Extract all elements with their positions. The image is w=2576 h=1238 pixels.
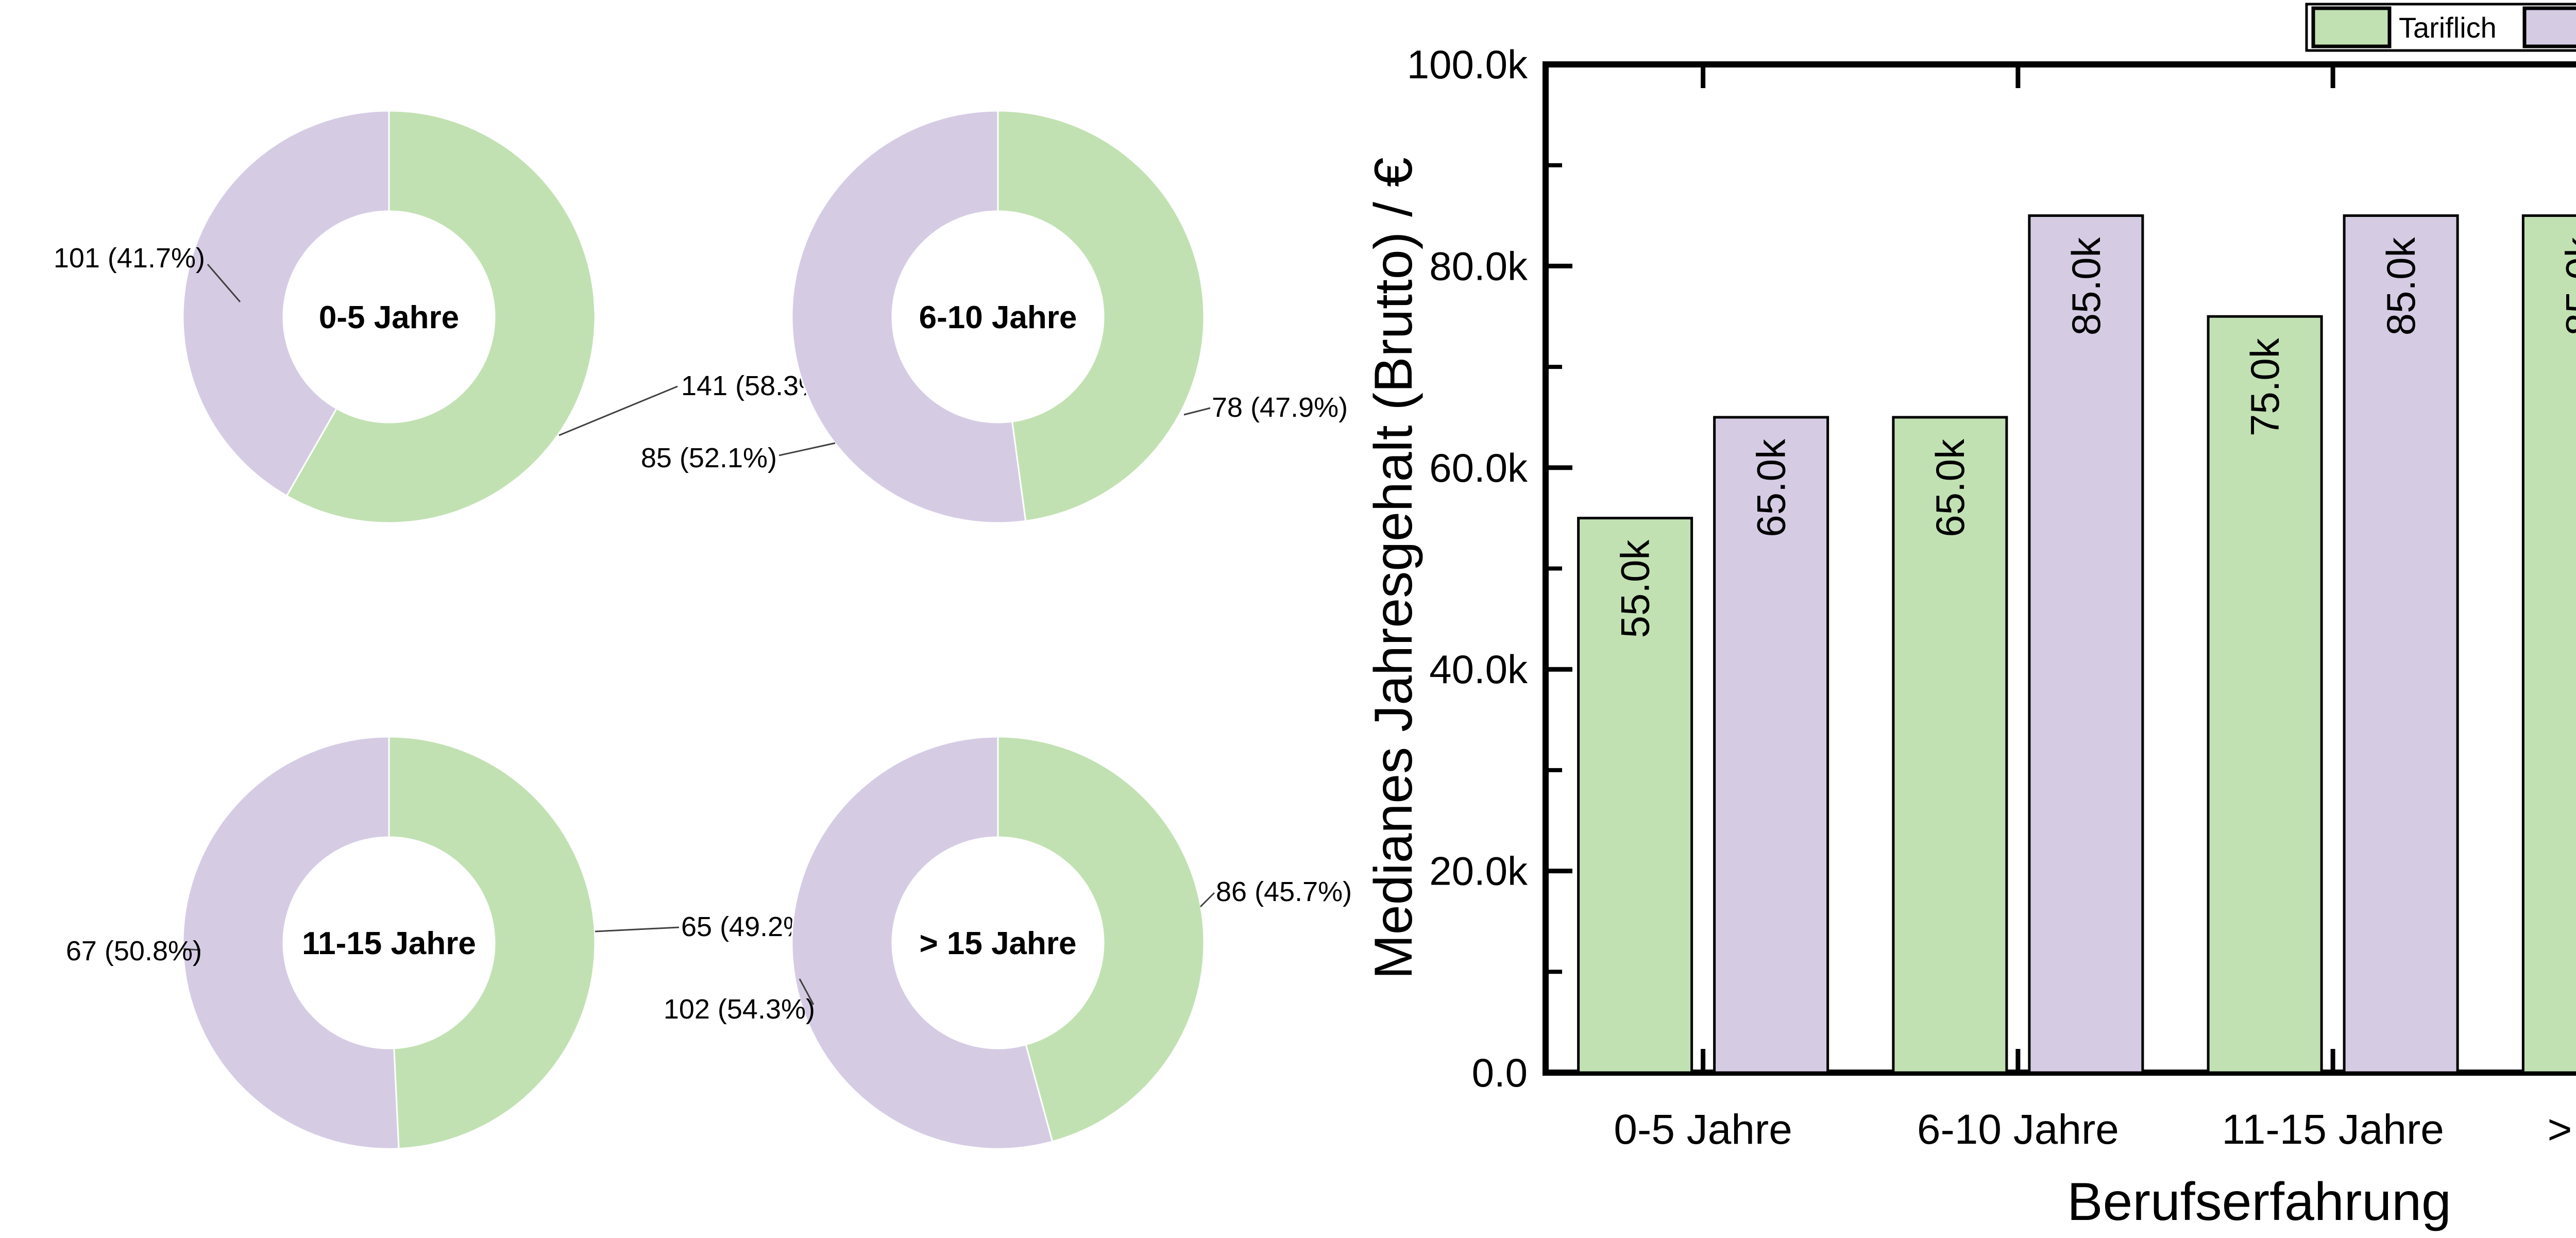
donut-label-leader-line <box>1199 892 1215 908</box>
bar-value-label: 85.0k <box>2557 237 2576 336</box>
bar-value-label: 65.0k <box>1927 438 1973 537</box>
x-axis-tick-label: 0-5 Jahre <box>1614 1106 1792 1153</box>
bar-value-label: 85.0k <box>2063 237 2109 336</box>
x-axis-tick-label: > 15 Jahre <box>2547 1106 2576 1153</box>
donut-label-leader-line <box>799 978 815 1005</box>
donut-center-title: 6-10 Jahre <box>919 300 1077 335</box>
x-axis-tick-label: 11-15 Jahre <box>2222 1106 2444 1153</box>
donut-label-leader-line <box>558 385 678 436</box>
donut-slice-label: 86 (45.7%) <box>1216 876 1352 907</box>
donut-label-leader-line <box>1183 407 1211 416</box>
y-axis-tick-label: 40.0k <box>1429 647 1528 692</box>
bar-tariflich <box>1892 416 2008 1074</box>
y-axis-title: Medianes Jahresgehalt (Brutto) / € <box>1364 157 1423 979</box>
y-axis-tick-label: 0.0 <box>1472 1050 1528 1095</box>
bar-value-label: 55.0k <box>1613 539 1658 638</box>
donut-slice-aussertariflich <box>182 110 390 497</box>
legend-label: Tariflich <box>2399 11 2497 44</box>
bar-tariflich <box>2521 214 2576 1074</box>
donut-label-leader-line <box>207 264 241 302</box>
legend-swatch-aussertariflich <box>2522 6 2576 48</box>
bar-aussertariflich <box>2343 214 2459 1074</box>
donut-label-leader-line <box>595 926 680 932</box>
donut-center-title: 11-15 Jahre <box>302 926 476 961</box>
x-axis-tick-label: 6-10 Jahre <box>1917 1106 2119 1153</box>
donut-slice-label: 78 (47.9%) <box>1212 392 1348 423</box>
donut-slice-label: 102 (54.3%) <box>664 994 815 1025</box>
x-axis-title: Berufserfahrung <box>2067 1172 2451 1232</box>
y-axis-tick-label: 60.0k <box>1429 445 1528 490</box>
bar-value-label: 85.0k <box>2378 237 2424 336</box>
donut-center-title: > 15 Jahre <box>919 926 1076 961</box>
donut-slice-tariflich <box>388 736 596 1150</box>
donut-slice-tariflich <box>997 736 1205 1143</box>
donut-label-leader-line <box>778 442 836 456</box>
legend-swatch-tariflich <box>2311 6 2392 48</box>
bar-aussertariflich <box>2028 214 2144 1074</box>
y-axis-tick-label: 20.0k <box>1429 849 1528 894</box>
y-axis-tick-label: 100.0k <box>1407 42 1528 87</box>
donut-slice-label: 101 (41.7%) <box>54 243 205 274</box>
donut-slice-aussertariflich <box>182 736 400 1150</box>
y-axis-tick-label: 80.0k <box>1429 243 1528 289</box>
bar-tariflich <box>1577 517 1693 1074</box>
donut-label-leader-line <box>183 948 201 951</box>
bar-value-label: 75.0k <box>2242 337 2287 436</box>
bar-aussertariflich <box>1713 416 1829 1074</box>
donut-slice-aussertariflich <box>791 110 1027 524</box>
donut-slice-aussertariflich <box>791 736 1054 1150</box>
donut-center-title: 0-5 Jahre <box>319 300 459 335</box>
bar-value-label: 65.0k <box>1749 438 1794 537</box>
donut-slice-label: 85 (52.1%) <box>641 443 777 473</box>
donut-slice-tariflich <box>997 110 1205 522</box>
donut-slice-label: 67 (50.8%) <box>66 936 202 966</box>
donut-slice-tariflich <box>285 110 596 524</box>
bar-tariflich <box>2207 315 2323 1074</box>
